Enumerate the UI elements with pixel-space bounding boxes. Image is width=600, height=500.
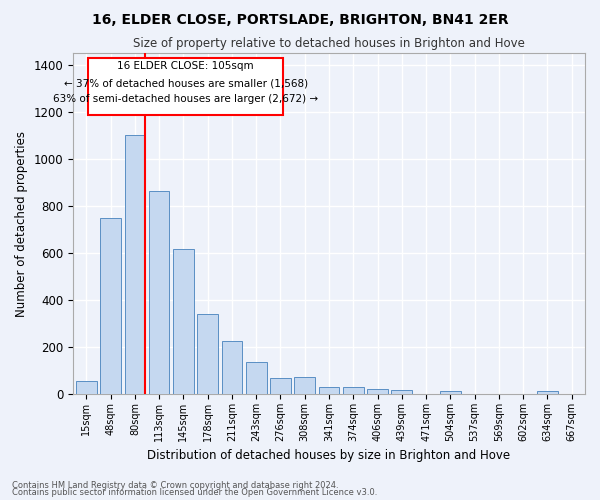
Bar bbox=[270, 378, 291, 394]
Bar bbox=[197, 314, 218, 394]
Title: Size of property relative to detached houses in Brighton and Hove: Size of property relative to detached ho… bbox=[133, 38, 525, 51]
Bar bbox=[100, 218, 121, 394]
Bar bbox=[149, 190, 169, 394]
Bar bbox=[246, 362, 266, 394]
Bar bbox=[319, 386, 340, 394]
Bar bbox=[391, 390, 412, 394]
Bar bbox=[367, 389, 388, 394]
Text: Contains HM Land Registry data © Crown copyright and database right 2024.: Contains HM Land Registry data © Crown c… bbox=[12, 480, 338, 490]
Text: Contains public sector information licensed under the Open Government Licence v3: Contains public sector information licen… bbox=[12, 488, 377, 497]
Text: 63% of semi-detached houses are larger (2,672) →: 63% of semi-detached houses are larger (… bbox=[53, 94, 318, 104]
X-axis label: Distribution of detached houses by size in Brighton and Hove: Distribution of detached houses by size … bbox=[148, 450, 511, 462]
Text: 16, ELDER CLOSE, PORTSLADE, BRIGHTON, BN41 2ER: 16, ELDER CLOSE, PORTSLADE, BRIGHTON, BN… bbox=[92, 12, 508, 26]
Bar bbox=[440, 390, 461, 394]
Text: 16 ELDER CLOSE: 105sqm: 16 ELDER CLOSE: 105sqm bbox=[118, 61, 254, 71]
FancyBboxPatch shape bbox=[88, 58, 283, 116]
Text: ← 37% of detached houses are smaller (1,568): ← 37% of detached houses are smaller (1,… bbox=[64, 78, 308, 88]
Bar bbox=[295, 376, 315, 394]
Bar bbox=[343, 386, 364, 394]
Bar bbox=[537, 390, 558, 394]
Y-axis label: Number of detached properties: Number of detached properties bbox=[15, 130, 28, 316]
Bar bbox=[76, 381, 97, 394]
Bar bbox=[125, 136, 145, 394]
Bar bbox=[173, 250, 194, 394]
Bar bbox=[221, 340, 242, 394]
